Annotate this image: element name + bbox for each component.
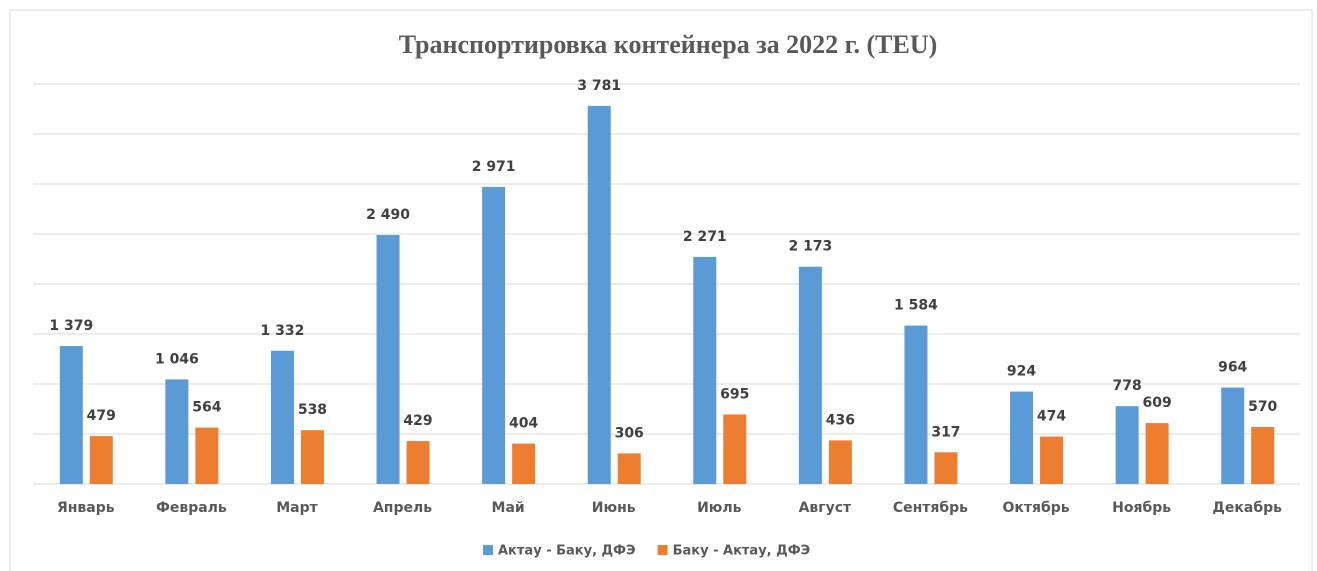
bar <box>1115 406 1139 484</box>
data-label: 564 <box>192 400 221 416</box>
bar <box>1221 387 1245 484</box>
chart-frame <box>9 9 1313 571</box>
data-label: 964 <box>1218 360 1247 376</box>
data-label: 474 <box>1037 409 1066 425</box>
bar <box>828 440 852 484</box>
bar <box>406 441 430 484</box>
bar <box>1010 391 1034 484</box>
bar <box>195 427 219 484</box>
x-tick-label: Февраль <box>156 500 227 516</box>
data-label: 2 971 <box>472 159 516 175</box>
data-label: 1 046 <box>155 351 199 367</box>
x-tick-label: Апрель <box>373 500 432 516</box>
x-tick-label: Июль <box>697 500 742 516</box>
bar <box>376 235 400 484</box>
x-tick-label: Май <box>492 500 525 516</box>
bar <box>798 266 822 484</box>
bar <box>165 379 189 484</box>
x-tick-label: Ноябрь <box>1112 500 1171 516</box>
bar <box>587 105 611 485</box>
chart-title: Транспортировка контейнера за 2022 г. (T… <box>399 30 938 59</box>
x-tick-label: Октябрь <box>1002 500 1069 516</box>
bar <box>1145 423 1169 484</box>
data-label: 609 <box>1143 395 1172 411</box>
bar <box>723 414 747 484</box>
bar <box>270 350 294 484</box>
x-tick-label: Март <box>276 500 318 516</box>
bar <box>1040 436 1064 484</box>
data-label: 924 <box>1007 364 1036 380</box>
bar <box>693 256 717 484</box>
data-label: 436 <box>826 412 855 428</box>
data-label: 306 <box>615 425 644 441</box>
data-label: 538 <box>298 402 327 418</box>
bar <box>512 443 536 484</box>
data-label: 3 781 <box>577 78 621 94</box>
bar <box>1251 427 1275 484</box>
legend-swatch <box>483 545 493 555</box>
data-label: 570 <box>1248 399 1277 415</box>
data-label: 1 584 <box>894 298 938 314</box>
legend-label: Актау - Баку, ДФЭ <box>498 544 636 559</box>
bar <box>300 430 324 484</box>
bar <box>904 325 928 484</box>
data-label: 479 <box>87 408 116 424</box>
x-tick-label: Январь <box>57 500 115 516</box>
bar <box>617 453 641 484</box>
bar <box>934 452 958 484</box>
data-label: 695 <box>720 387 749 403</box>
bar <box>89 436 113 484</box>
x-tick-label: Июнь <box>592 500 636 516</box>
legend-label: Баку - Актау, ДФЭ <box>673 544 811 559</box>
data-label: 1 332 <box>261 323 305 339</box>
bar <box>482 186 506 484</box>
x-tick-label: Сентябрь <box>893 500 968 516</box>
x-tick-label: Август <box>799 500 852 516</box>
data-label: 317 <box>931 424 960 440</box>
data-label: 1 379 <box>49 318 93 334</box>
bar <box>59 346 83 484</box>
data-label: 778 <box>1113 378 1142 394</box>
data-label: 429 <box>403 413 432 429</box>
x-tick-label: Декабрь <box>1212 500 1282 516</box>
data-label: 2 490 <box>366 207 410 223</box>
legend-swatch <box>657 545 668 555</box>
data-label: 2 271 <box>683 229 727 245</box>
data-label: 2 173 <box>788 239 832 255</box>
data-label: 404 <box>509 416 538 432</box>
